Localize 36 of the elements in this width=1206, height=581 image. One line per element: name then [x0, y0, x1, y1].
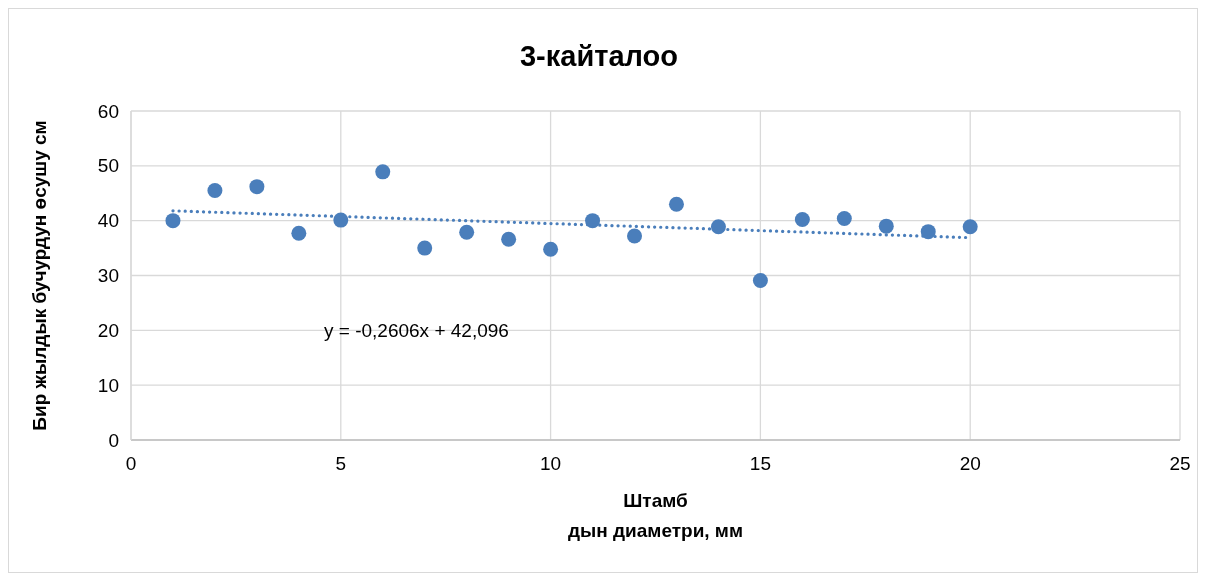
point — [165, 213, 181, 229]
y-axis-title: Бир жылдык бучурдун өсушу см — [29, 120, 50, 431]
point — [543, 241, 559, 257]
point — [249, 179, 265, 195]
point — [668, 196, 684, 212]
x-tick-label: 20 — [959, 453, 981, 474]
point — [836, 210, 852, 226]
y-tick-label: 0 — [108, 429, 119, 451]
y-tick-label: 30 — [97, 265, 119, 287]
point — [752, 272, 768, 288]
x-tick-label: 15 — [749, 453, 771, 474]
point — [920, 224, 936, 240]
point — [291, 225, 307, 241]
x-axis-title: Штамб дын диаметри, мм — [568, 490, 743, 541]
y-tick-label: 40 — [97, 210, 119, 232]
x-tick-label: 25 — [1169, 453, 1191, 474]
annotation: y = -0,2606x + 42,096 — [324, 319, 509, 341]
y-tick-label: 50 — [97, 155, 119, 177]
point — [878, 218, 894, 234]
x-tick-label: 5 — [335, 453, 347, 474]
point — [710, 219, 726, 235]
point — [794, 212, 810, 228]
point — [417, 240, 433, 256]
point — [962, 219, 978, 235]
chart-title: 3-кайталоо — [519, 40, 679, 72]
y-tick-label: 10 — [97, 374, 119, 396]
x-tick-label: 10 — [540, 453, 562, 474]
point — [207, 183, 223, 199]
point — [459, 224, 475, 240]
x-tick-label: 0 — [125, 453, 137, 474]
y-tick-label: 60 — [97, 100, 119, 122]
y-tick-label: 20 — [97, 319, 119, 341]
point — [501, 231, 517, 247]
point — [375, 164, 391, 180]
point — [627, 228, 643, 244]
point — [585, 213, 601, 229]
